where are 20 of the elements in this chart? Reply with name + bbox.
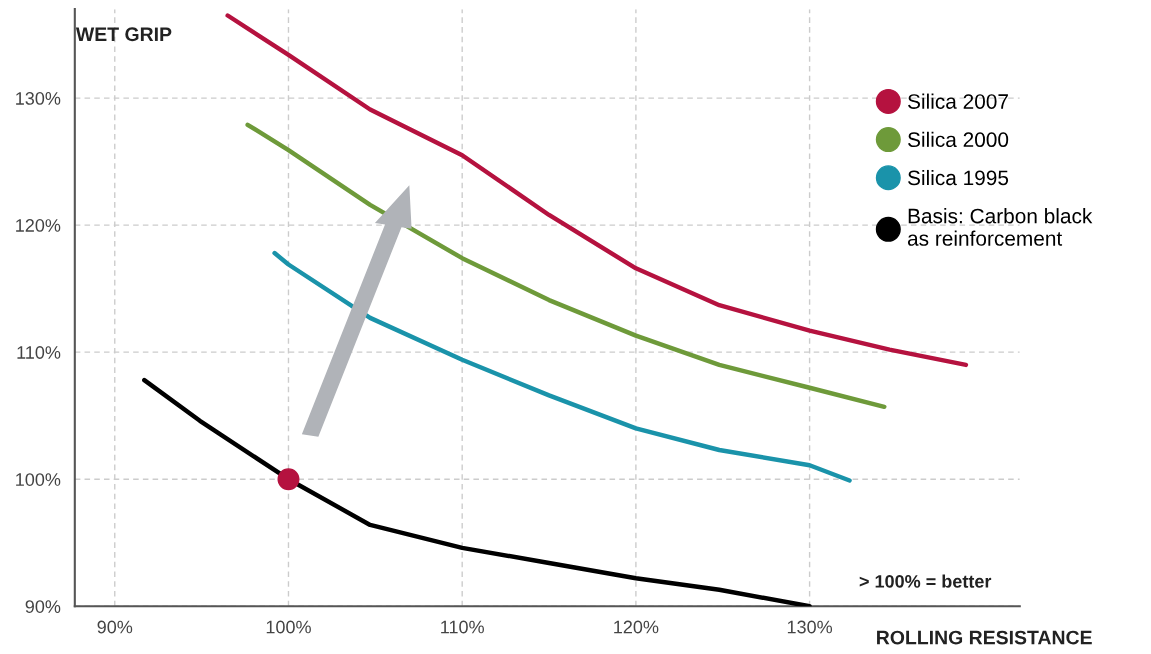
legend-label: Silica 2007 [908,93,1008,109]
y-axis-title: WET GRIP [75,27,172,42]
y-tick-label: 90% [25,600,61,613]
x-tick-label: 130% [787,620,833,634]
line-series [142,377,812,607]
y-tick-label: 130% [16,92,61,105]
x-tick-label: 90% [97,620,133,634]
y-tick-label: 120% [16,219,61,232]
legend-label: Silica 2000 [908,131,1009,148]
line-series [272,250,852,483]
x-tick-label: 120% [614,620,659,634]
line-series [245,122,887,410]
legend-label: Basis: Carbon black as reinforcement [907,208,1093,246]
y-tick-label: 100% [16,473,61,486]
legend-label: Silica 1995 [908,169,1009,186]
annotation: > 100% = better [859,574,992,588]
x-tick-label: 100% [266,620,311,634]
y-tick-label: 110% [17,346,61,359]
x-axis-title: ROLLING RESISTANCE [877,630,1092,645]
x-tick-label: 110% [441,620,484,634]
